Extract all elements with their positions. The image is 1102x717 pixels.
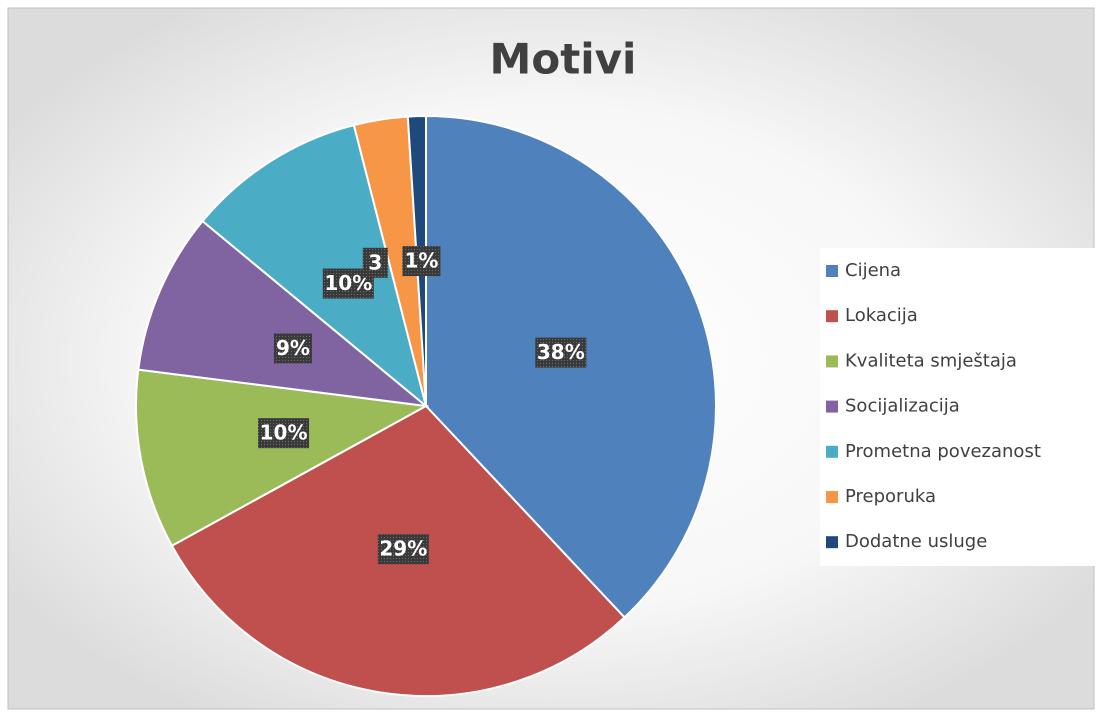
legend-swatch: [826, 536, 838, 549]
data-label-box: [402, 246, 441, 277]
legend-label: Dodatne usluge: [845, 531, 987, 552]
legend-swatch: [826, 310, 838, 323]
data-label: 3: [368, 250, 382, 274]
legend-swatch: [826, 355, 838, 368]
pie-slice: [135, 368, 430, 548]
legend-swatch: [826, 445, 838, 458]
legend-label: Lokacija: [845, 305, 918, 326]
data-label: 29%: [379, 537, 427, 561]
legend-label: Prometna povezanost: [845, 441, 1041, 462]
chart-title: Motivi: [490, 35, 637, 84]
data-label-box: [377, 534, 429, 565]
data-label: 9%: [276, 336, 310, 360]
data-label-box: [362, 247, 388, 278]
data-label: 1%: [404, 249, 438, 273]
data-label: 10%: [260, 421, 308, 445]
data-label-box: [258, 418, 310, 449]
data-label-box: [273, 333, 312, 364]
data-label-box: [535, 337, 587, 368]
legend-swatch: [826, 491, 838, 503]
legend-label: Cijena: [845, 260, 901, 281]
legend-swatch: [826, 400, 838, 413]
pie-slice: [201, 123, 428, 409]
legend-label: Preporuka: [845, 486, 936, 507]
data-label: 38%: [537, 340, 585, 364]
legend-label: Kvaliteta smještaja: [845, 350, 1017, 371]
legend-swatch: [826, 265, 838, 277]
legend-box: [820, 248, 1095, 566]
legend-label: Socijalizacija: [845, 396, 960, 417]
pie-slice: [137, 219, 430, 408]
